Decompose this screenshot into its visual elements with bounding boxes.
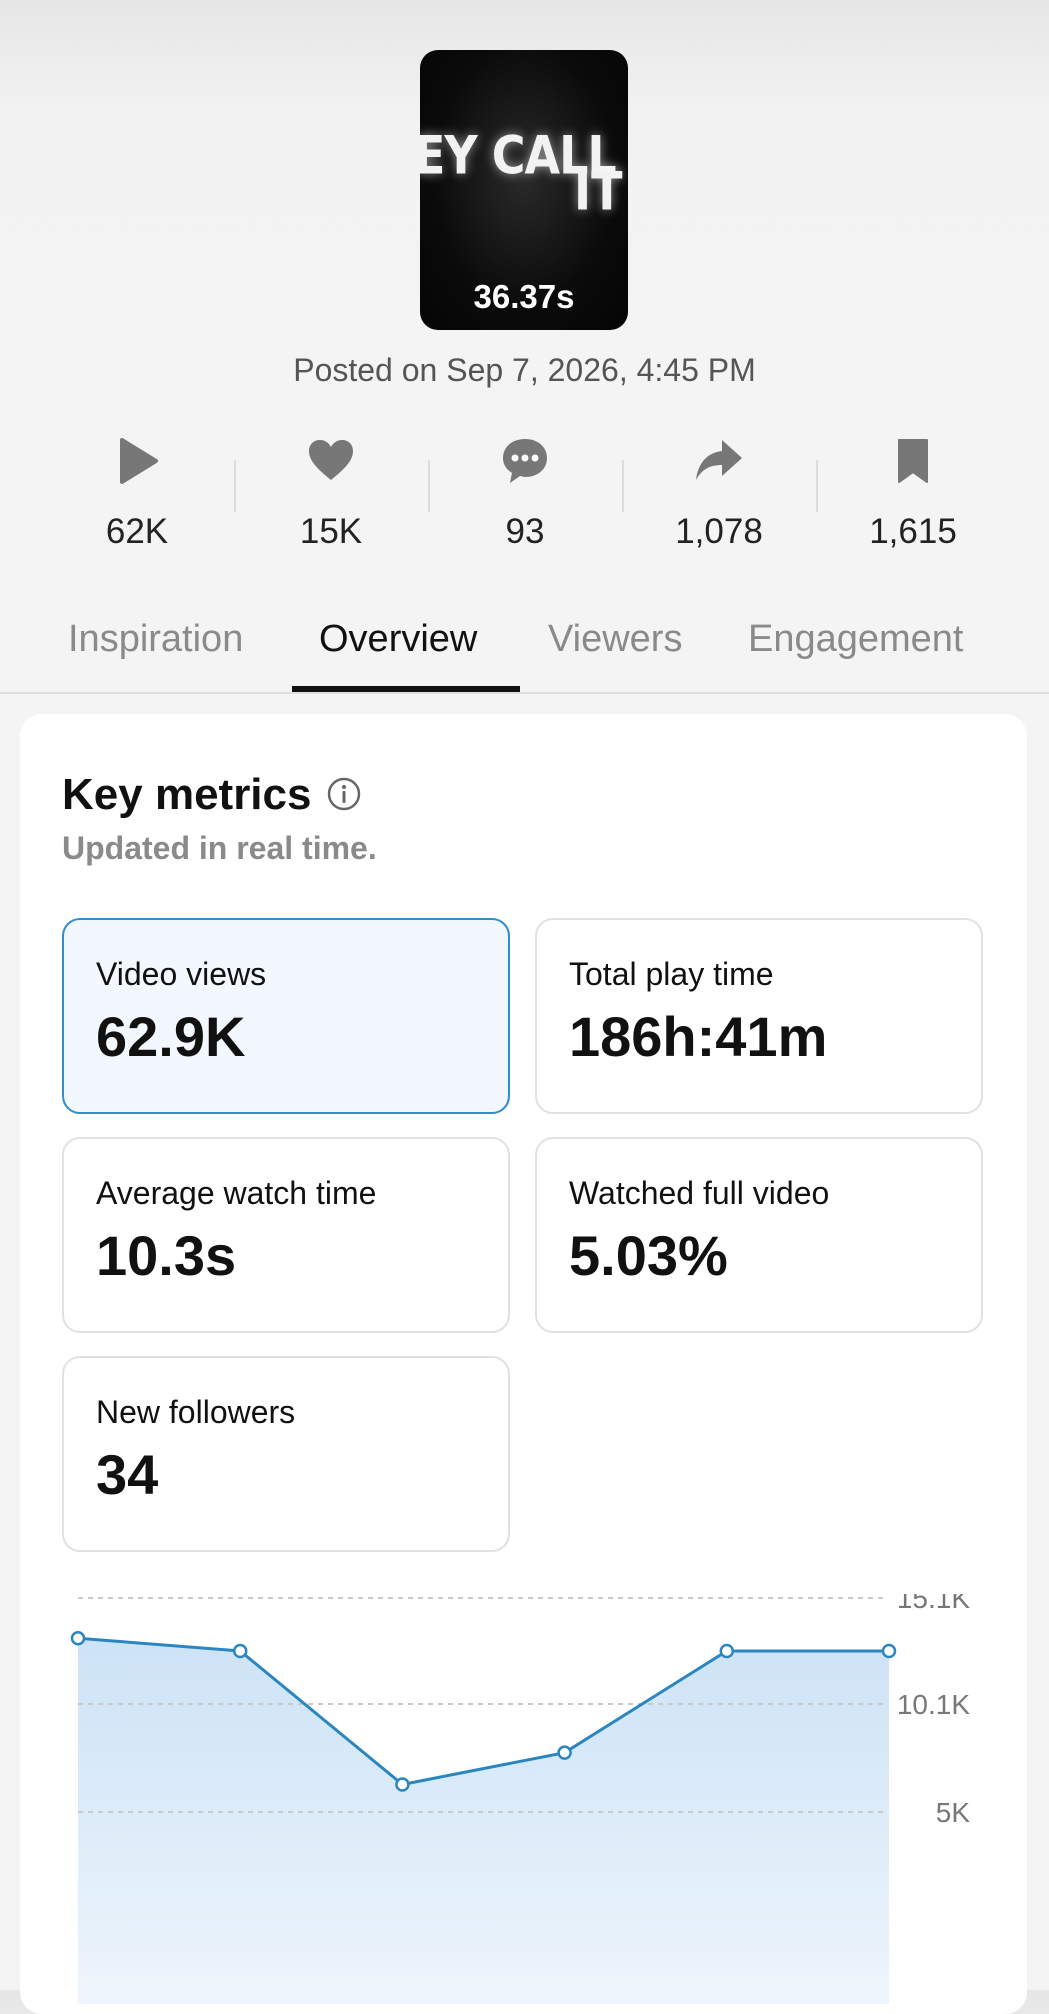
heart-icon: [309, 440, 353, 480]
comment-icon: [503, 439, 547, 483]
stat-likes-value: 15K: [299, 512, 363, 551]
metric-value: 186h:41m: [569, 1005, 828, 1068]
data-point[interactable]: [881, 1643, 897, 1659]
thumbnail-text-2: IT: [574, 159, 623, 223]
stat-views: 62K: [40, 430, 234, 560]
data-point[interactable]: [232, 1643, 248, 1659]
stat-shares-value: 1,078: [675, 512, 763, 551]
key-metrics-subtitle: Updated in real time.: [62, 830, 377, 866]
metric-label: Video views: [96, 956, 267, 992]
views-chart: 5K 10.1K 15.1K: [70, 1594, 971, 2004]
key-metrics-title: Key metrics: [62, 770, 312, 819]
metric-label: Average watch time: [96, 1175, 377, 1211]
tab-inspiration[interactable]: Inspiration: [68, 618, 244, 660]
data-point[interactable]: [557, 1745, 572, 1760]
tab-overview[interactable]: Overview: [319, 618, 478, 660]
series-area: [78, 1638, 889, 2004]
metric-value: 5.03%: [569, 1224, 728, 1287]
metric-value: 62.9K: [96, 1005, 246, 1068]
info-icon[interactable]: [326, 776, 362, 812]
tab-viewers[interactable]: Viewers: [548, 618, 683, 660]
video-duration: 36.37s: [473, 278, 575, 315]
active-tab-indicator: [292, 686, 520, 692]
y-tick-label: 5K: [936, 1797, 971, 1828]
posted-date: Posted on Sep 7, 2026, 4:45 PM: [293, 352, 756, 388]
metric-label: New followers: [96, 1394, 296, 1430]
data-point[interactable]: [395, 1777, 410, 1792]
y-tick-label: 15.1K: [897, 1594, 970, 1614]
tab-engagement[interactable]: Engagement: [748, 618, 964, 660]
stat-saves: 1,615: [816, 430, 1010, 560]
stat-likes: 15K: [234, 430, 428, 560]
stat-comments-value: 93: [505, 512, 545, 551]
stats-bar: 62K 15K 93 1,078 1,615: [40, 430, 1010, 560]
stat-shares: 1,078: [622, 430, 816, 560]
data-point[interactable]: [719, 1643, 735, 1659]
thumbnail-text-1: EY CALL: [420, 123, 617, 187]
metric-label: Total play time: [569, 956, 774, 992]
play-icon: [120, 438, 158, 484]
metric-average-watch-time[interactable]: Average watch time 10.3s: [62, 1137, 510, 1333]
stat-comments: 93: [428, 430, 622, 560]
bookmark-icon: [898, 439, 928, 483]
metric-watched-full-video[interactable]: Watched full video 5.03%: [535, 1137, 983, 1333]
tab-bar: Inspiration Overview Viewers Engagement: [0, 600, 1049, 694]
series-line: [77, 1636, 889, 1787]
share-icon: [696, 440, 742, 480]
video-thumbnail[interactable]: EY CALL IT 36.37s: [420, 50, 628, 330]
metric-video-views[interactable]: Video views 62.9K: [62, 918, 510, 1114]
metric-value: 10.3s: [96, 1224, 237, 1287]
metric-label: Watched full video: [569, 1175, 830, 1211]
key-metrics-card: Key metrics Updated in real time. Video …: [20, 714, 1027, 2014]
data-point[interactable]: [70, 1631, 86, 1646]
metric-total-play-time[interactable]: Total play time 186h:41m: [535, 918, 983, 1114]
stat-saves-value: 1,615: [869, 512, 957, 551]
y-tick-label: 10.1K: [897, 1689, 970, 1720]
stat-views-value: 62K: [105, 512, 169, 551]
metric-new-followers[interactable]: New followers 34: [62, 1356, 510, 1552]
metric-value: 34: [96, 1443, 159, 1506]
